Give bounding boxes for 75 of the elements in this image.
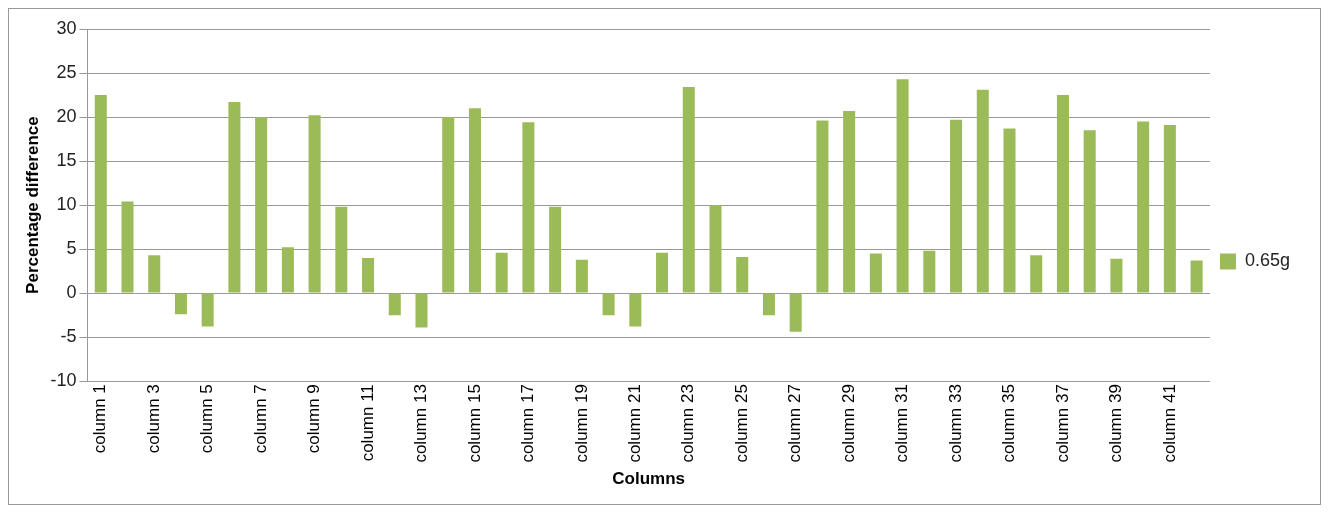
x-tick-label: column 21 — [625, 384, 645, 463]
x-tick-label: column 25 — [731, 384, 751, 463]
bar — [575, 259, 588, 293]
bar — [549, 206, 562, 293]
x-tick-label: column 27 — [785, 384, 805, 463]
bar — [843, 110, 856, 293]
bar — [415, 293, 428, 328]
bar — [816, 120, 829, 293]
bar — [148, 255, 161, 293]
x-tick-label: column 7 — [250, 384, 270, 454]
y-axis-title: Percentage difference — [22, 116, 42, 294]
bar — [308, 115, 321, 293]
bar — [388, 293, 401, 316]
bar — [950, 119, 963, 293]
y-tick-label: 20 — [56, 106, 77, 127]
y-tick-label: -10 — [50, 370, 77, 391]
bar — [682, 87, 695, 293]
bar — [442, 117, 455, 293]
x-tick-label: column 23 — [678, 384, 698, 463]
x-tick-label: column 15 — [464, 384, 484, 463]
y-tick-label: -5 — [60, 326, 77, 347]
bar — [1003, 128, 1016, 293]
bar — [94, 95, 107, 293]
bar — [762, 293, 775, 316]
x-tick-label: column 3 — [143, 384, 163, 454]
x-tick-label: column 19 — [571, 384, 591, 463]
bar — [495, 252, 508, 293]
bar — [656, 252, 669, 293]
bar — [629, 293, 642, 327]
bar — [789, 293, 802, 332]
bar — [281, 247, 294, 293]
bar — [174, 293, 187, 315]
bar — [1030, 255, 1043, 293]
bar — [1110, 258, 1123, 293]
bar — [522, 122, 535, 293]
x-tick-label: column 41 — [1159, 384, 1179, 463]
x-tick-label: column 5 — [197, 384, 217, 454]
x-tick-label: column 39 — [1106, 384, 1126, 463]
y-tick-label: 25 — [56, 61, 77, 82]
bar — [255, 117, 268, 293]
bar — [896, 79, 909, 293]
x-tick-label: column 35 — [999, 384, 1019, 463]
bar — [228, 102, 241, 293]
y-tick-label: 15 — [56, 150, 77, 171]
bar — [1163, 124, 1176, 293]
bar — [468, 108, 481, 293]
bar — [869, 253, 882, 293]
x-axis-title: Columns — [612, 469, 686, 489]
bar — [923, 250, 936, 293]
bar — [736, 257, 749, 293]
bar — [121, 201, 134, 293]
bar — [1056, 95, 1069, 293]
legend-label: 0.65g — [1244, 250, 1290, 271]
y-tick-label: 30 — [56, 17, 77, 38]
bar — [362, 257, 375, 293]
bar — [335, 206, 348, 293]
bar — [602, 293, 615, 316]
bar — [1190, 260, 1203, 293]
x-tick-label: column 1 — [90, 384, 110, 454]
x-tick-label: column 33 — [945, 384, 965, 463]
y-tick-label: 5 — [66, 238, 77, 259]
x-tick-label: column 9 — [304, 384, 324, 454]
bar — [1083, 130, 1096, 293]
x-tick-label: column 31 — [892, 384, 912, 463]
bar — [976, 89, 989, 293]
bar — [1137, 121, 1150, 293]
bar — [201, 293, 214, 327]
x-tick-label: column 29 — [838, 384, 858, 463]
x-tick-label: column 17 — [518, 384, 538, 463]
y-tick-label: 0 — [66, 282, 77, 303]
x-tick-label: column 11 — [357, 384, 377, 462]
x-tick-label: column 13 — [411, 384, 431, 463]
bar — [709, 205, 722, 293]
x-tick-label: column 37 — [1052, 384, 1072, 463]
y-tick-label: 10 — [56, 194, 77, 215]
